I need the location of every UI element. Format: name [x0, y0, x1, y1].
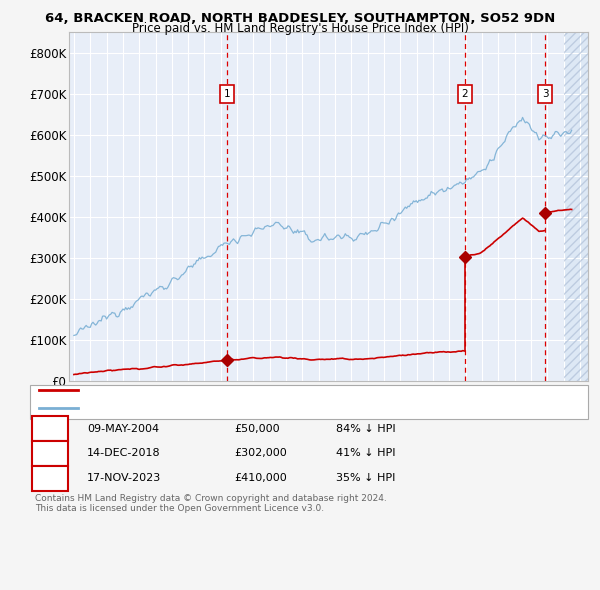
Text: Contains HM Land Registry data © Crown copyright and database right 2024.: Contains HM Land Registry data © Crown c… — [35, 494, 386, 503]
Text: 09-MAY-2004: 09-MAY-2004 — [87, 424, 159, 434]
Text: 2: 2 — [46, 447, 54, 460]
Text: 3: 3 — [46, 471, 54, 485]
Text: 17-NOV-2023: 17-NOV-2023 — [87, 473, 161, 483]
Text: 3: 3 — [542, 89, 548, 99]
Text: 14-DEC-2018: 14-DEC-2018 — [87, 448, 161, 458]
Text: £410,000: £410,000 — [234, 473, 287, 483]
Text: 64, BRACKEN ROAD, NORTH BADDESLEY, SOUTHAMPTON, SO52 9DN: 64, BRACKEN ROAD, NORTH BADDESLEY, SOUTH… — [45, 12, 555, 25]
Bar — [563, 32, 600, 381]
Text: 35% ↓ HPI: 35% ↓ HPI — [336, 473, 395, 483]
Text: £302,000: £302,000 — [234, 448, 287, 458]
Text: £50,000: £50,000 — [234, 424, 280, 434]
Text: 1: 1 — [46, 422, 54, 435]
Text: HPI: Average price, detached house, Test Valley: HPI: Average price, detached house, Test… — [83, 403, 315, 413]
Text: 1: 1 — [223, 89, 230, 99]
Bar — [563, 32, 600, 381]
Text: 84% ↓ HPI: 84% ↓ HPI — [336, 424, 395, 434]
Text: 64, BRACKEN ROAD, NORTH BADDESLEY, SOUTHAMPTON, SO52 9DN (detached house): 64, BRACKEN ROAD, NORTH BADDESLEY, SOUTH… — [83, 385, 510, 395]
Text: Price paid vs. HM Land Registry's House Price Index (HPI): Price paid vs. HM Land Registry's House … — [131, 22, 469, 35]
Text: 41% ↓ HPI: 41% ↓ HPI — [336, 448, 395, 458]
Text: 2: 2 — [461, 89, 468, 99]
Text: This data is licensed under the Open Government Licence v3.0.: This data is licensed under the Open Gov… — [35, 504, 324, 513]
